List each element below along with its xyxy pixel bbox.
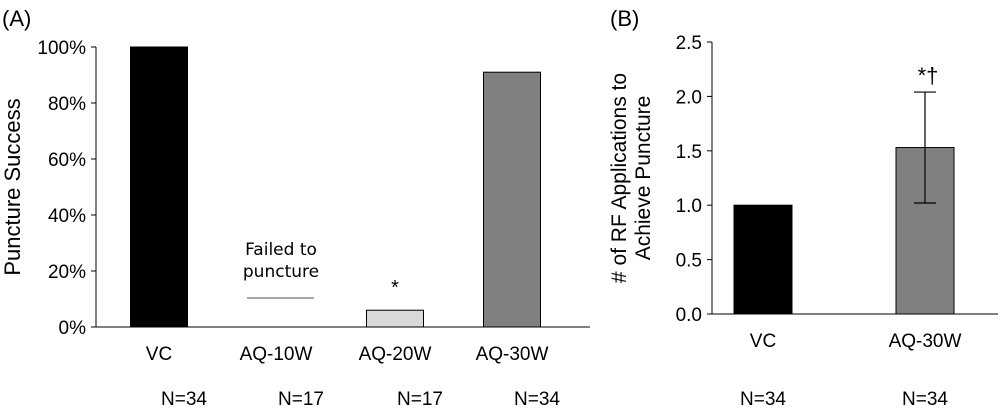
y-tick-label-a: 0% [59,318,87,339]
n-label-a: N=34 [161,389,207,410]
y-tick-label-b: 1.0 [676,196,702,217]
n-label-a: N=17 [278,389,324,410]
y-tick-label-b: 0.5 [676,251,702,272]
x-tick-label-b: VC [750,331,776,352]
labels-a: VC N=34 AQ-10W N=17 AQ-20W N=17 * AQ-30W N=34 Fai… [146,240,561,410]
n-label-a: N=17 [397,389,443,410]
y-tick-label-b: 2.0 [676,87,702,108]
y-tick-label-a: 40% [48,206,86,227]
panel-label-b: (B) [610,6,639,31]
y-tick-label-b: 1.5 [676,142,702,163]
chart-panel-a: (A) Puncture Success 0%20%40%60%80%100% … [0,6,590,410]
n-label-a: N=34 [514,389,560,410]
y-axis-label-b-line2: Achieve Puncture [632,96,655,261]
bar-a-vc [130,46,188,328]
y-tick-label-a: 100% [37,38,86,59]
y-tick-label-a: 60% [48,150,86,171]
annotation-line1-a: Failed to [245,240,317,260]
y-tick-label-b: 0.0 [676,305,702,326]
bar-a-aq-30w [483,71,541,328]
chart-panel-b: (B) # of RF Applications to Achieve Punc… [608,6,998,410]
bar-b-vc [733,204,793,315]
x-tick-label-a: VC [146,344,172,365]
x-tick-label-a: AQ-30W [476,344,549,365]
significance-marker-a: * [391,277,399,299]
y-axis-label-b: # of RF Applications to Achieve Puncture [608,73,655,283]
y-tick-label-a: 20% [48,262,86,283]
annotation-line2-a: puncture [243,262,319,282]
labels-b: VC N=34 AQ-30W N=34 *† [740,63,961,410]
x-tick-label-b: AQ-30W [889,331,962,352]
y-tick-label-a: 80% [48,94,86,115]
significance-marker-b: *† [918,63,939,88]
bar-a-aq-20w [366,309,424,328]
bars-b [733,91,955,315]
y-axis-label-a: Puncture Success [0,98,25,275]
bars-a [130,46,541,328]
y-tick-label-b: 2.5 [676,33,702,54]
n-label-b: N=34 [902,389,948,410]
n-label-b: N=34 [740,389,786,410]
panel-label-a: (A) [2,6,31,31]
x-tick-label-a: AQ-10W [240,344,313,365]
x-tick-label-a: AQ-20W [359,344,432,365]
y-axis-label-b-line1: # of RF Applications to [608,73,631,283]
